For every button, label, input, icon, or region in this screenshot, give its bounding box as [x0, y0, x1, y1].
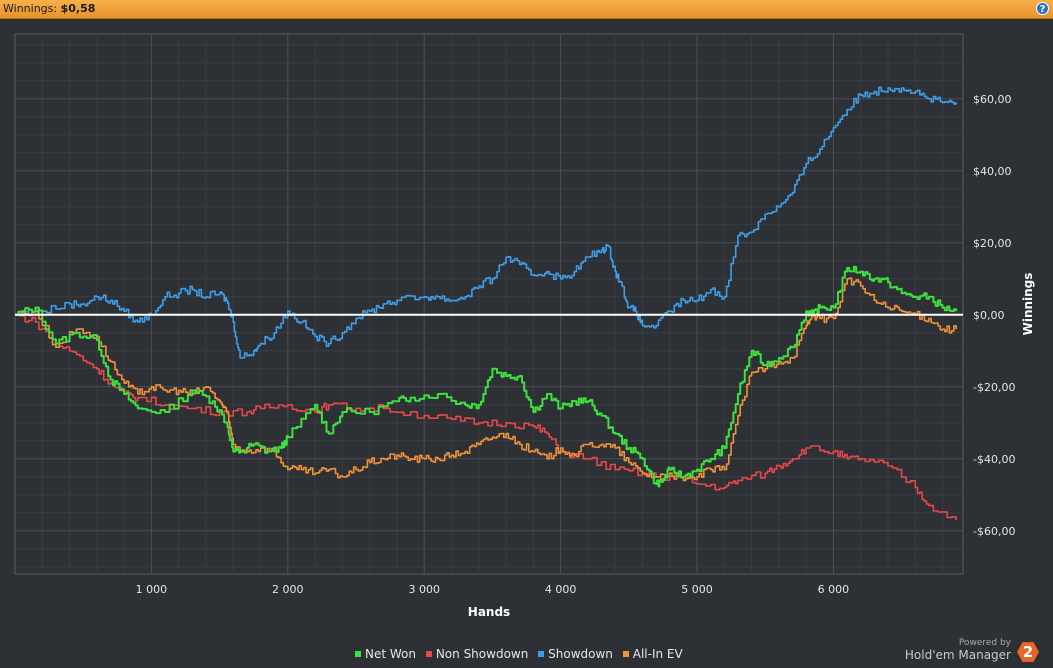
x-tick-label: 1 000 [136, 583, 168, 596]
series-layer [15, 86, 958, 520]
legend-swatch [355, 650, 361, 657]
legend-swatch [622, 650, 629, 657]
hm2-logo-icon: 2 [1017, 642, 1039, 662]
summary-bar: Winnings: $0,58 ? [0, 0, 1053, 19]
help-icon[interactable]: ? [1036, 2, 1049, 15]
series-line-non-showdown[interactable] [15, 314, 957, 520]
legend-label: Showdown [548, 647, 613, 661]
legend-label: Net Won [365, 647, 416, 661]
x-tick-label: 2 000 [272, 583, 304, 596]
powered-by-text: Powered by [958, 638, 1011, 648]
x-tick-label: 5 000 [681, 583, 713, 596]
winnings-value: $0,58 [60, 2, 96, 15]
y-axis-title: Winnings [1021, 273, 1035, 336]
y-tick-label: -$20,00 [973, 381, 1015, 394]
chart-legend: Net Won Non Showdown Showdown All-In EV [355, 647, 689, 661]
winnings-summary: Winnings: $0,58 [3, 2, 95, 15]
legend-item-non-showdown[interactable]: Non Showdown [425, 647, 529, 661]
x-tick-label: 6 000 [818, 583, 850, 596]
x-tick-label: 3 000 [408, 583, 440, 596]
legend-item-showdown[interactable]: Showdown [538, 647, 613, 661]
y-tick-label: $20,00 [973, 237, 1012, 250]
x-axis-title: Hands [468, 605, 510, 619]
legend-item-all-in-ev[interactable]: All-In EV [622, 647, 683, 661]
series-line-net-won[interactable] [15, 265, 958, 488]
powered-by: Powered by Hold'em Manager [905, 637, 1011, 661]
legend-item-net-won[interactable]: Net Won [355, 647, 416, 661]
x-axis-ticks: 1 000 2 000 3 000 4 000 5 000 6 000 [136, 583, 850, 596]
y-tick-label: $0,00 [973, 309, 1005, 322]
y-axis-ticks: $60,00 $40,00 $20,00 $0,00 -$20,00 -$40,00 -$6… [973, 93, 1015, 538]
y-tick-label: $40,00 [973, 165, 1012, 178]
grid-minor [15, 34, 963, 574]
product-name: Hold'em Manager [904, 648, 1011, 662]
legend-swatch [538, 650, 545, 657]
series-line-showdown[interactable] [15, 86, 957, 359]
winnings-label: Winnings: [3, 2, 58, 15]
legend-label: Non Showdown [435, 647, 529, 661]
y-tick-label: -$60,00 [973, 525, 1015, 538]
legend-label: All-In EV [632, 647, 683, 661]
winnings-chart: 1 000 2 000 3 000 4 000 5 000 6 000 $60,00 $40… [14, 33, 1035, 619]
y-tick-label: $60,00 [973, 93, 1012, 106]
x-tick-label: 4 000 [545, 583, 577, 596]
plot-background [14, 33, 964, 575]
legend-swatch [425, 650, 432, 657]
y-tick-label: -$40,00 [973, 453, 1015, 466]
